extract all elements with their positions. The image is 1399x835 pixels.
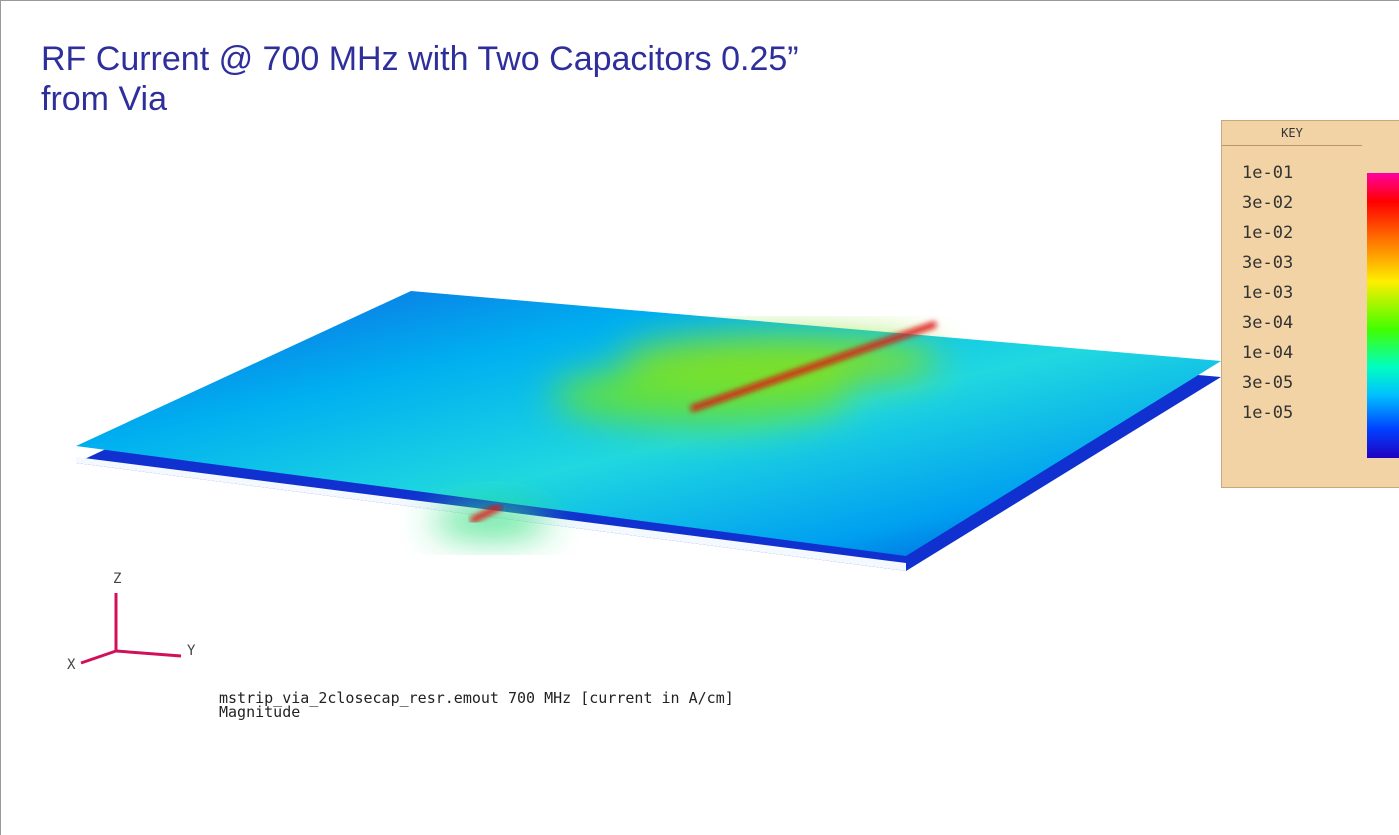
key-label: 3e-04: [1242, 313, 1293, 333]
key-label: 3e-03: [1242, 253, 1293, 273]
key-label: 1e-03: [1242, 283, 1293, 303]
color-bar: [1367, 173, 1399, 458]
axis-label: X: [67, 657, 76, 673]
axis-label: Y: [187, 643, 196, 659]
key-label: 1e-05: [1242, 403, 1293, 423]
key-label: 3e-02: [1242, 193, 1293, 213]
key-label: 1e-02: [1242, 223, 1293, 243]
axis-label: Z: [113, 571, 121, 587]
slide: RF Current @ 700 MHz with Two Capacitors…: [0, 0, 1399, 835]
color-key: KEY 1e-01 3e-02 1e-02 3e-03 1e-03 3e-04 1e-04 3…: [1221, 120, 1399, 488]
key-label: 3e-05: [1242, 373, 1293, 393]
key-label: 1e-01: [1242, 163, 1293, 183]
key-label: 1e-04: [1242, 343, 1293, 363]
x-axis: [81, 651, 116, 663]
caption-line: Magnitude: [219, 705, 734, 719]
caption: mstrip_via_2closecap_resr.emout 700 MHz …: [219, 691, 734, 719]
key-title: KEY: [1222, 121, 1362, 146]
y-axis: [116, 651, 181, 656]
